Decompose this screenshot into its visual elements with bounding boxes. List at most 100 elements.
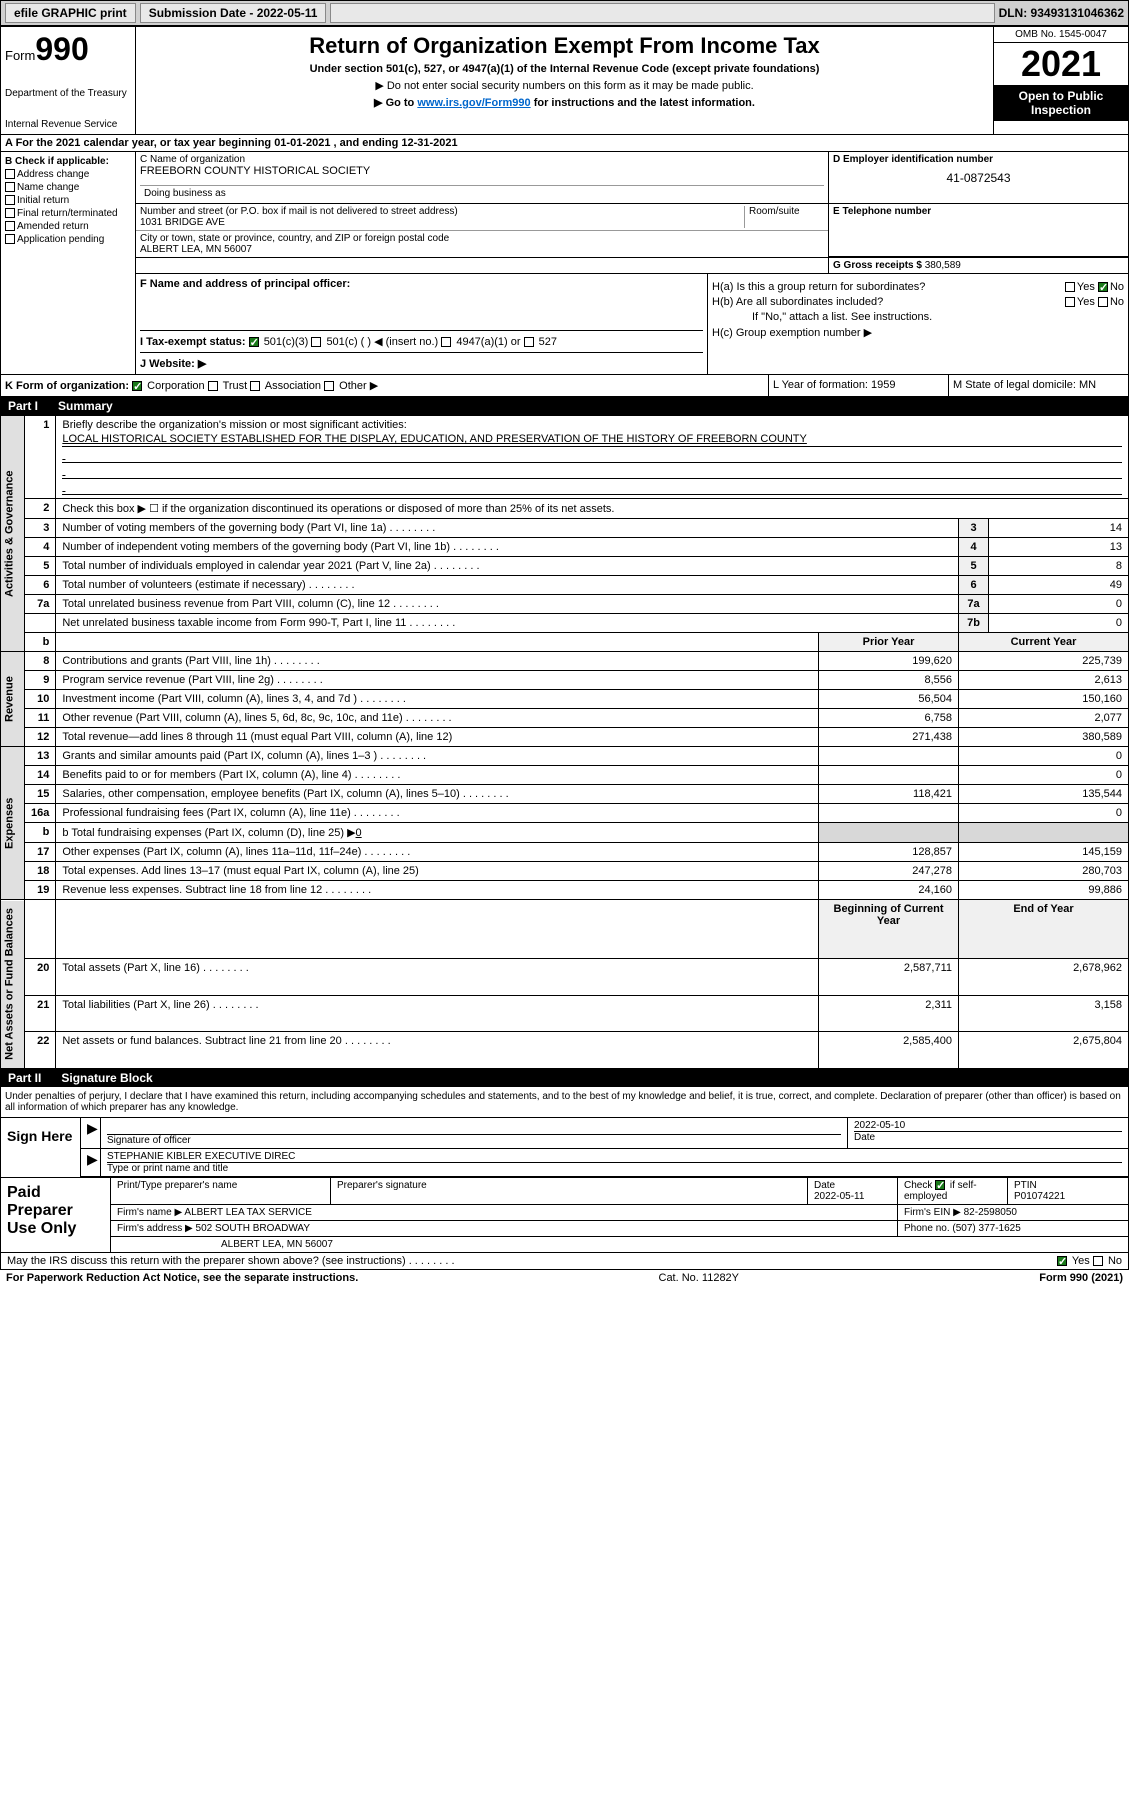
- yes-label: Yes: [1072, 1255, 1090, 1267]
- k-label: K Form of organization:: [5, 380, 129, 392]
- chk-corp[interactable]: [132, 381, 142, 391]
- current: 3,158: [959, 995, 1129, 1031]
- chk-name[interactable]: Name change: [5, 182, 131, 193]
- num: 3: [959, 519, 989, 538]
- chk-selfemp[interactable]: [935, 1180, 945, 1190]
- prior: [819, 766, 959, 785]
- chk-501c[interactable]: [311, 337, 321, 347]
- desc: Total number of volunteers (estimate if …: [56, 576, 959, 595]
- prior-hdr: Prior Year: [819, 633, 959, 652]
- c-label: C Name of organization: [140, 154, 824, 165]
- val: 8: [989, 557, 1129, 576]
- street-label: Number and street (or P.O. box if mail i…: [140, 206, 744, 217]
- sig-date-label: Date: [854, 1131, 1122, 1143]
- dln: DLN: 93493131046362: [999, 6, 1124, 20]
- current: 2,678,962: [959, 959, 1129, 995]
- current-hdr: Current Year: [959, 633, 1129, 652]
- part-num: Part I: [8, 399, 38, 413]
- no-label: No: [1108, 1255, 1122, 1267]
- chk-address[interactable]: Address change: [5, 169, 131, 180]
- ln: 22: [25, 1032, 56, 1068]
- discuss-no[interactable]: [1093, 1256, 1103, 1266]
- footer: For Paperwork Reduction Act Notice, see …: [0, 1270, 1129, 1286]
- current: 135,544: [959, 785, 1129, 804]
- chk-label: Address change: [17, 169, 89, 180]
- val: 0: [989, 614, 1129, 633]
- prior: 118,421: [819, 785, 959, 804]
- chk-assoc[interactable]: [250, 381, 260, 391]
- firm-name: ALBERT LEA TAX SERVICE: [184, 1207, 311, 1218]
- opt: Other ▶: [339, 380, 378, 392]
- ln: 6: [25, 576, 56, 595]
- ln: 7a: [25, 595, 56, 614]
- chk-501c3[interactable]: [249, 337, 259, 347]
- name-box: C Name of organization FREEBORN COUNTY H…: [136, 152, 828, 203]
- irs-link[interactable]: www.irs.gov/Form990: [417, 97, 530, 109]
- chk-final[interactable]: Final return/terminated: [5, 208, 131, 219]
- firm-addr1: 502 SOUTH BROADWAY: [196, 1223, 310, 1234]
- discuss-yes[interactable]: [1057, 1256, 1067, 1266]
- chk-amended[interactable]: Amended return: [5, 221, 131, 232]
- submission-btn[interactable]: Submission Date - 2022-05-11: [140, 3, 327, 23]
- opt: Association: [265, 380, 321, 392]
- form-org-row: K Form of organization: Corporation Trus…: [0, 375, 1129, 397]
- footer-right: Form 990 (2021): [1039, 1272, 1123, 1284]
- side-net: Net Assets or Fund Balances: [1, 900, 25, 1069]
- current: 2,675,804: [959, 1032, 1129, 1068]
- hb-yes[interactable]: [1065, 297, 1075, 307]
- ha-no[interactable]: [1098, 282, 1108, 292]
- side-expenses: Expenses: [1, 747, 25, 900]
- section-a: A For the 2021 calendar year, or tax yea…: [0, 135, 1129, 152]
- hb-no[interactable]: [1098, 297, 1108, 307]
- tax-status-label: I Tax-exempt status:: [140, 336, 246, 348]
- city-val: ALBERT LEA, MN 56007: [140, 244, 824, 255]
- form-title: Return of Organization Exempt From Incom…: [142, 33, 987, 59]
- open-public: Open to Public Inspection: [994, 85, 1128, 121]
- ptin-label: PTIN: [1014, 1180, 1037, 1191]
- arrow-icon: ▶: [87, 1120, 98, 1136]
- ln: 4: [25, 538, 56, 557]
- note2: ▶ Go to www.irs.gov/Form990 for instruct…: [142, 96, 987, 109]
- gross-box: G Gross receipts $ 380,589: [828, 258, 1128, 273]
- chk-trust[interactable]: [208, 381, 218, 391]
- opt: 501(c) ( ) ◀ (insert no.): [326, 336, 438, 348]
- omb: OMB No. 1545-0047: [994, 27, 1128, 43]
- discuss-row: May the IRS discuss this return with the…: [0, 1253, 1129, 1270]
- g-label: G Gross receipts $: [833, 260, 925, 271]
- desc: Number of independent voting members of …: [56, 538, 959, 557]
- prep-selfemp: Check if self-employed: [898, 1178, 1008, 1204]
- part-num: Part II: [8, 1071, 41, 1085]
- ein: 41-0872543: [833, 171, 1124, 185]
- top-bar: efile GRAPHIC print Submission Date - 20…: [0, 0, 1129, 26]
- ln: 13: [25, 747, 56, 766]
- chk-4947[interactable]: [441, 337, 451, 347]
- note2-post: for instructions and the latest informat…: [531, 97, 755, 109]
- efile-btn[interactable]: efile GRAPHIC print: [5, 3, 136, 23]
- ha-yes[interactable]: [1065, 282, 1075, 292]
- chk-initial[interactable]: Initial return: [5, 195, 131, 206]
- desc: Other expenses (Part IX, column (A), lin…: [56, 843, 819, 862]
- opt: 501(c)(3): [264, 336, 309, 348]
- sig-name: STEPHANIE KIBLER EXECUTIVE DIREC: [107, 1151, 1122, 1162]
- chk-label: Final return/terminated: [17, 208, 118, 219]
- opt: 4947(a)(1) or: [456, 336, 520, 348]
- spacer: [330, 3, 994, 23]
- ln: 20: [25, 959, 56, 995]
- ln: 5: [25, 557, 56, 576]
- current: 380,589: [959, 728, 1129, 747]
- prior: 2,587,711: [819, 959, 959, 995]
- prep-h3: Date: [814, 1180, 835, 1191]
- 16b-pre: b Total fundraising expenses (Part IX, c…: [62, 827, 355, 839]
- desc: Other revenue (Part VIII, column (A), li…: [56, 709, 819, 728]
- 16b-val: 0: [356, 827, 362, 839]
- ln: 3: [25, 519, 56, 538]
- f-label: F Name and address of principal officer:: [140, 278, 703, 290]
- e-label: E Telephone number: [833, 206, 1124, 217]
- chk-pending[interactable]: Application pending: [5, 234, 131, 245]
- main-info-grid: B Check if applicable: Address change Na…: [0, 152, 1129, 375]
- current: 0: [959, 747, 1129, 766]
- room-label: Room/suite: [744, 206, 824, 228]
- chk-other[interactable]: [324, 381, 334, 391]
- chk-label: Application pending: [17, 234, 104, 245]
- chk-527[interactable]: [524, 337, 534, 347]
